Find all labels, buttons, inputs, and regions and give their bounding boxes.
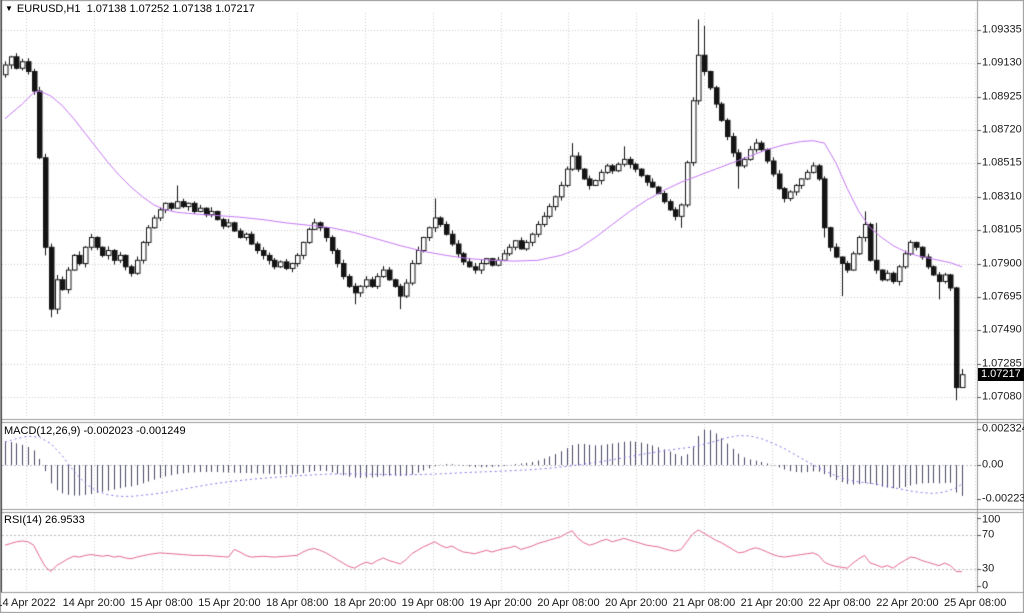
chart-window: ▼ EURUSD,H1 1.07138 1.07252 1.07138 1.072… — [0, 0, 1024, 613]
chart-canvas[interactable] — [0, 0, 1024, 613]
